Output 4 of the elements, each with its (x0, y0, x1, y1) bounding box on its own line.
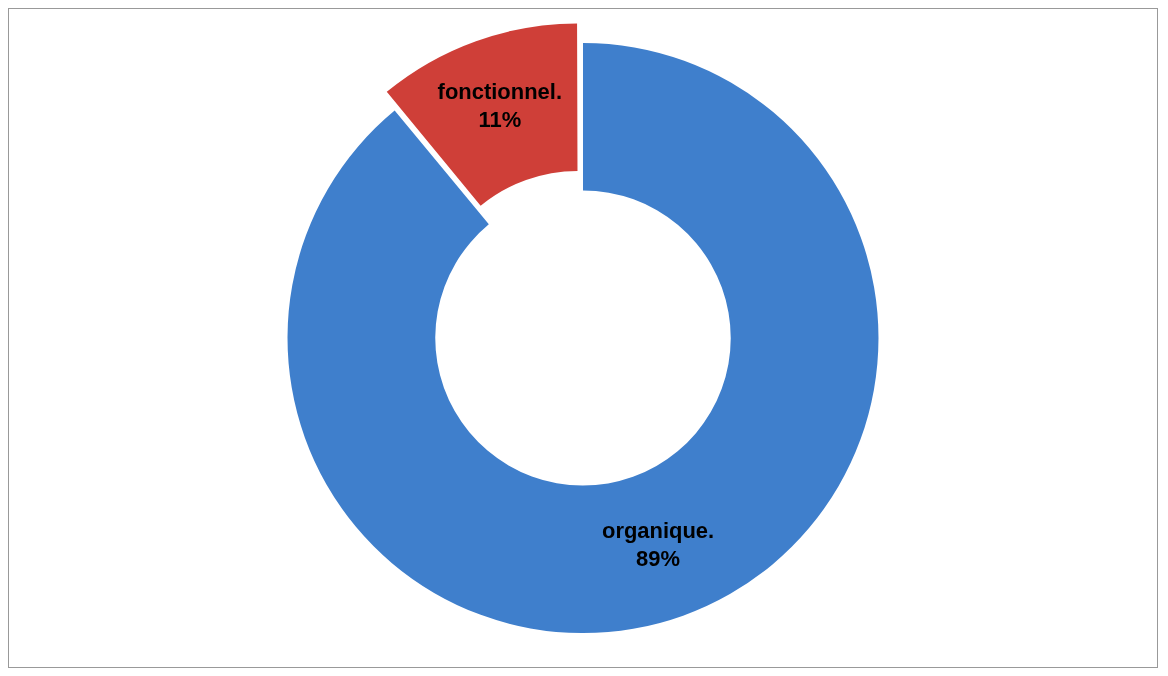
data-label: 11% (478, 107, 522, 133)
slice-label: fonctionnel. (437, 79, 563, 105)
data-label: 89% (636, 546, 681, 572)
slice-label: organique. (601, 518, 715, 544)
